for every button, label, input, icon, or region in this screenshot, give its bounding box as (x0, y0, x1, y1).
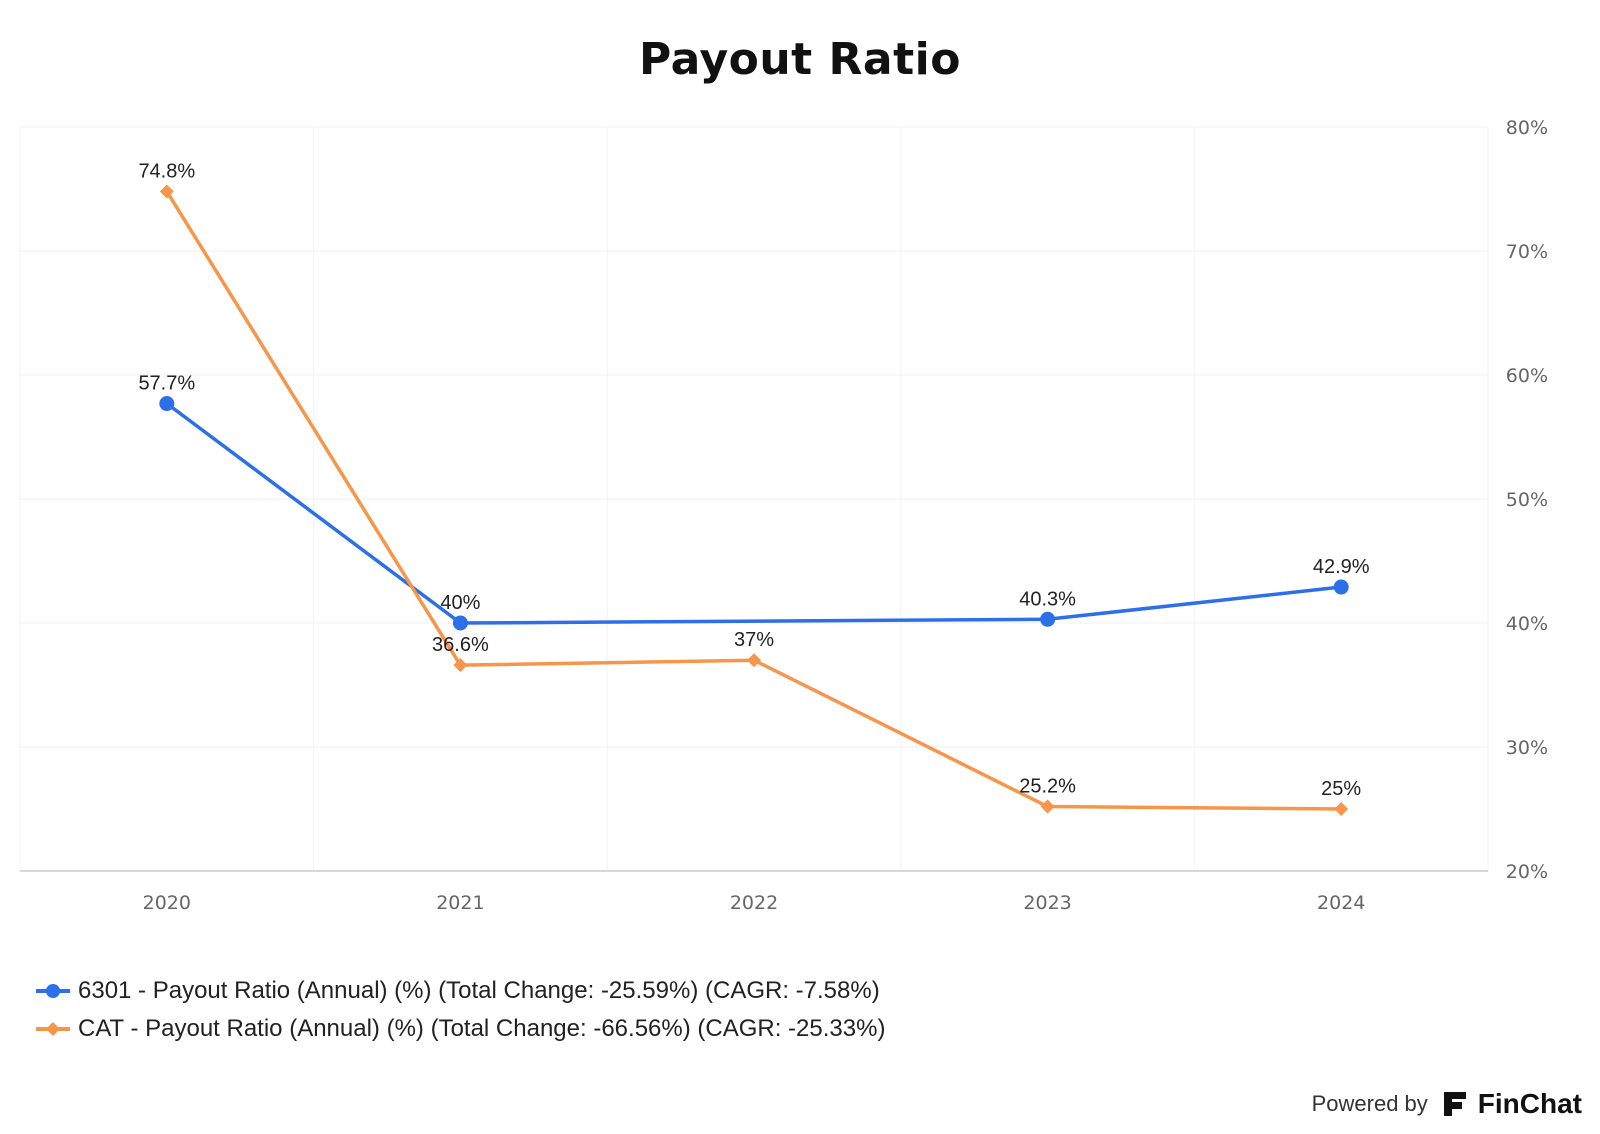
data-point[interactable] (453, 658, 468, 673)
data-label: 42.9% (1313, 556, 1370, 578)
data-label: 74.8% (138, 160, 195, 182)
y-tick-label: 40% (1506, 613, 1548, 635)
circle-marker-icon (36, 984, 70, 998)
y-tick-label: 70% (1506, 241, 1548, 263)
data-point[interactable] (1334, 802, 1349, 816)
y-tick-label: 20% (1506, 861, 1548, 883)
x-tick-label: 2021 (436, 892, 484, 914)
data-label: 25% (1321, 778, 1361, 800)
y-tick-label: 80% (1506, 117, 1548, 139)
data-label: 37% (734, 629, 774, 651)
axis-layer: 20% 30% 40% 50% 60% 70% 80% 2020 2021 2022 2023 202… (20, 117, 1548, 914)
x-tick-label: 2022 (730, 892, 778, 914)
powered-by-text: Powered by (1311, 1091, 1428, 1116)
diamond-marker-icon (36, 1022, 70, 1036)
data-label: 57.7% (138, 373, 195, 395)
data-point[interactable] (452, 615, 468, 631)
y-tick-label: 60% (1506, 365, 1548, 387)
grid-layer (19, 126, 1489, 871)
data-label: 40% (440, 592, 480, 614)
x-tick-label: 2024 (1317, 892, 1365, 914)
series-line-1[interactable] (165, 190, 1342, 811)
y-tick-label: 50% (1506, 489, 1548, 511)
data-label-layer: 57.7% 40% 40.3% 42.9% 74.8% 36.6% 37% 25.2% 25% (138, 160, 1369, 800)
y-tick-label: 30% (1506, 737, 1548, 759)
legend-item-cat[interactable]: CAT - Payout Ratio (Annual) (%) (Total C… (36, 1010, 885, 1048)
series-line-0[interactable] (165, 402, 1342, 625)
brand-name[interactable]: FinChat (1477, 1088, 1582, 1119)
finchat-logo-icon[interactable] (1440, 1088, 1470, 1120)
data-point[interactable] (159, 184, 174, 199)
data-label: 40.3% (1019, 588, 1076, 610)
series-layer (159, 184, 1349, 816)
x-tick-label: 2020 (143, 892, 191, 914)
legend-item-6301[interactable]: 6301 - Payout Ratio (Annual) (%) (Total … (36, 972, 885, 1010)
legend-label-6301: 6301 - Payout Ratio (Annual) (%) (Total … (78, 977, 880, 1004)
footer: Powered by FinChat (1312, 1088, 1582, 1120)
chart-title: Payout Ratio (639, 34, 961, 85)
data-point[interactable] (1040, 611, 1056, 627)
data-label: 36.6% (432, 634, 489, 656)
data-point[interactable] (159, 396, 175, 412)
x-tick-label: 2023 (1023, 892, 1071, 914)
data-point[interactable] (1040, 799, 1055, 814)
data-point[interactable] (747, 653, 761, 668)
data-label: 25.2% (1019, 776, 1076, 798)
legend-label-cat: CAT - Payout Ratio (Annual) (%) (Total C… (78, 1015, 886, 1042)
legend: 6301 - Payout Ratio (Annual) (%) (Total … (36, 972, 885, 1048)
data-point[interactable] (1333, 579, 1349, 595)
